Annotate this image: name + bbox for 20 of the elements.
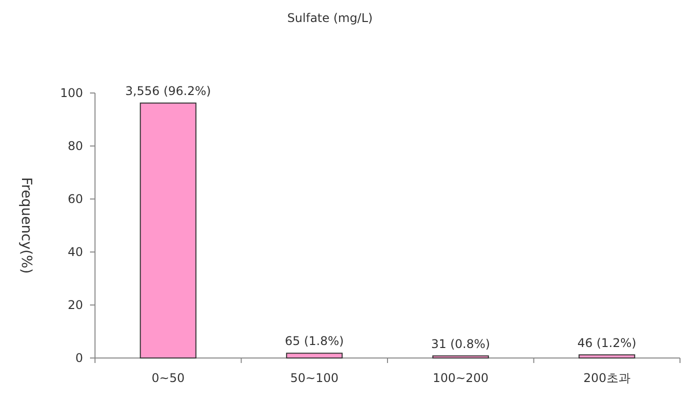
bar bbox=[140, 102, 196, 358]
y-tick-label: 80 bbox=[68, 139, 83, 153]
bar bbox=[578, 354, 636, 358]
data-label: 3,556 (96.2%) bbox=[125, 84, 211, 98]
bar bbox=[286, 352, 343, 358]
y-tick-label: 0 bbox=[75, 351, 83, 365]
chart-title: Sulfate (mg/L) bbox=[287, 11, 373, 25]
y-axis-title: Frequency(%) bbox=[18, 177, 34, 274]
bar bbox=[432, 355, 489, 358]
x-tick-label: 100~200 bbox=[432, 371, 489, 385]
y-tick-label: 40 bbox=[68, 245, 83, 259]
data-label: 31 (0.8%) bbox=[431, 336, 490, 351]
x-tick-label: 50~100 bbox=[290, 371, 338, 385]
y-tick-label: 60 bbox=[68, 192, 83, 206]
x-tick-label: 200초과 bbox=[583, 371, 630, 385]
y-tick-label: 100 bbox=[60, 86, 83, 100]
x-tick-label: 0~50 bbox=[152, 371, 185, 385]
y-tick-label: 20 bbox=[68, 298, 83, 312]
data-label: 65 (1.8%) bbox=[284, 334, 344, 348]
data-label: 46 (1.2%) bbox=[577, 336, 636, 350]
